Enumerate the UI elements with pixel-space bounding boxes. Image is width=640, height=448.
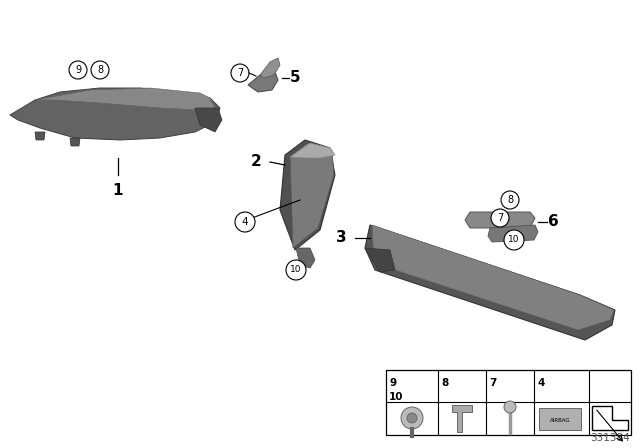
Circle shape [91, 61, 109, 79]
Polygon shape [260, 58, 280, 78]
Text: 10: 10 [389, 392, 403, 402]
Polygon shape [452, 405, 472, 432]
Bar [386, 370, 631, 435]
Polygon shape [280, 140, 335, 250]
Polygon shape [35, 132, 45, 140]
Text: 331384: 331384 [590, 433, 630, 443]
Polygon shape [592, 406, 628, 430]
Text: 1: 1 [113, 183, 124, 198]
Polygon shape [488, 225, 538, 242]
Text: 9: 9 [389, 378, 396, 388]
Text: 2: 2 [252, 155, 262, 169]
Polygon shape [10, 88, 220, 140]
Circle shape [504, 230, 524, 250]
Text: 3: 3 [337, 231, 347, 246]
Polygon shape [290, 143, 335, 158]
Text: 8: 8 [97, 65, 103, 75]
Circle shape [407, 413, 417, 423]
Text: 6: 6 [548, 215, 559, 229]
Text: 8: 8 [441, 378, 448, 388]
Polygon shape [296, 248, 315, 268]
Circle shape [235, 212, 255, 232]
Polygon shape [365, 248, 395, 272]
Circle shape [286, 260, 306, 280]
Circle shape [491, 209, 509, 227]
Text: 8: 8 [507, 195, 513, 205]
Polygon shape [195, 108, 222, 132]
Text: 7: 7 [237, 68, 243, 78]
Text: 4: 4 [537, 378, 545, 388]
Polygon shape [372, 225, 614, 330]
Text: 10: 10 [508, 236, 520, 245]
Text: 7: 7 [489, 378, 497, 388]
Text: AIRBAG: AIRBAG [550, 418, 570, 422]
Text: 9: 9 [75, 65, 81, 75]
Polygon shape [248, 72, 278, 92]
Circle shape [504, 401, 516, 413]
Polygon shape [365, 225, 615, 340]
Polygon shape [465, 212, 535, 228]
Circle shape [401, 407, 423, 429]
Polygon shape [35, 88, 215, 110]
Polygon shape [70, 138, 80, 146]
Circle shape [231, 64, 249, 82]
Bar [539, 408, 581, 430]
Text: 5: 5 [290, 70, 301, 86]
Text: 4: 4 [242, 217, 248, 227]
Circle shape [501, 191, 519, 209]
Circle shape [69, 61, 87, 79]
Polygon shape [290, 143, 334, 248]
Text: 7: 7 [497, 213, 503, 223]
Text: 10: 10 [291, 266, 301, 275]
